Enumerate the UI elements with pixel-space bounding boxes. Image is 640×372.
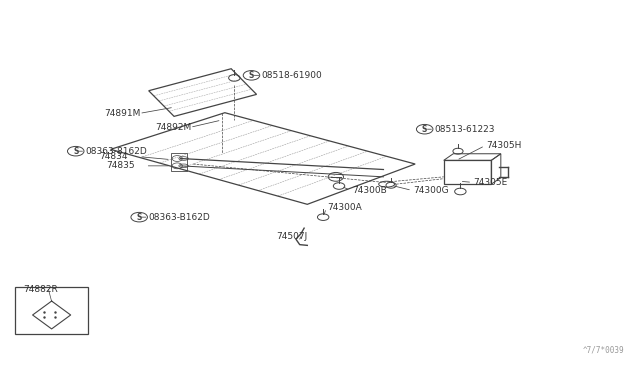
- Text: 08513-61223: 08513-61223: [434, 125, 495, 134]
- Text: S: S: [136, 213, 142, 222]
- Text: 74300A: 74300A: [328, 203, 362, 212]
- Text: 08363-8162D: 08363-8162D: [85, 147, 147, 156]
- Text: 74892M: 74892M: [155, 123, 191, 132]
- Bar: [15, 287, 88, 334]
- Text: 74507J: 74507J: [276, 232, 307, 241]
- Text: S: S: [73, 147, 79, 156]
- Text: 74834: 74834: [99, 152, 128, 161]
- Text: 74891M: 74891M: [104, 109, 141, 118]
- Text: 74300G: 74300G: [413, 186, 449, 195]
- Text: 74305E: 74305E: [474, 178, 508, 187]
- Text: 08363-B162D: 08363-B162D: [148, 213, 211, 222]
- Text: 74835: 74835: [106, 161, 135, 170]
- Text: S: S: [422, 125, 428, 134]
- Text: ^7/7*0039: ^7/7*0039: [583, 346, 625, 355]
- Text: 74882R: 74882R: [23, 285, 58, 294]
- Text: 74300B: 74300B: [352, 186, 387, 195]
- Text: S: S: [249, 71, 254, 80]
- Bar: [444, 160, 492, 184]
- Text: 08518-61900: 08518-61900: [262, 71, 323, 80]
- Text: 74305H: 74305H: [486, 141, 522, 150]
